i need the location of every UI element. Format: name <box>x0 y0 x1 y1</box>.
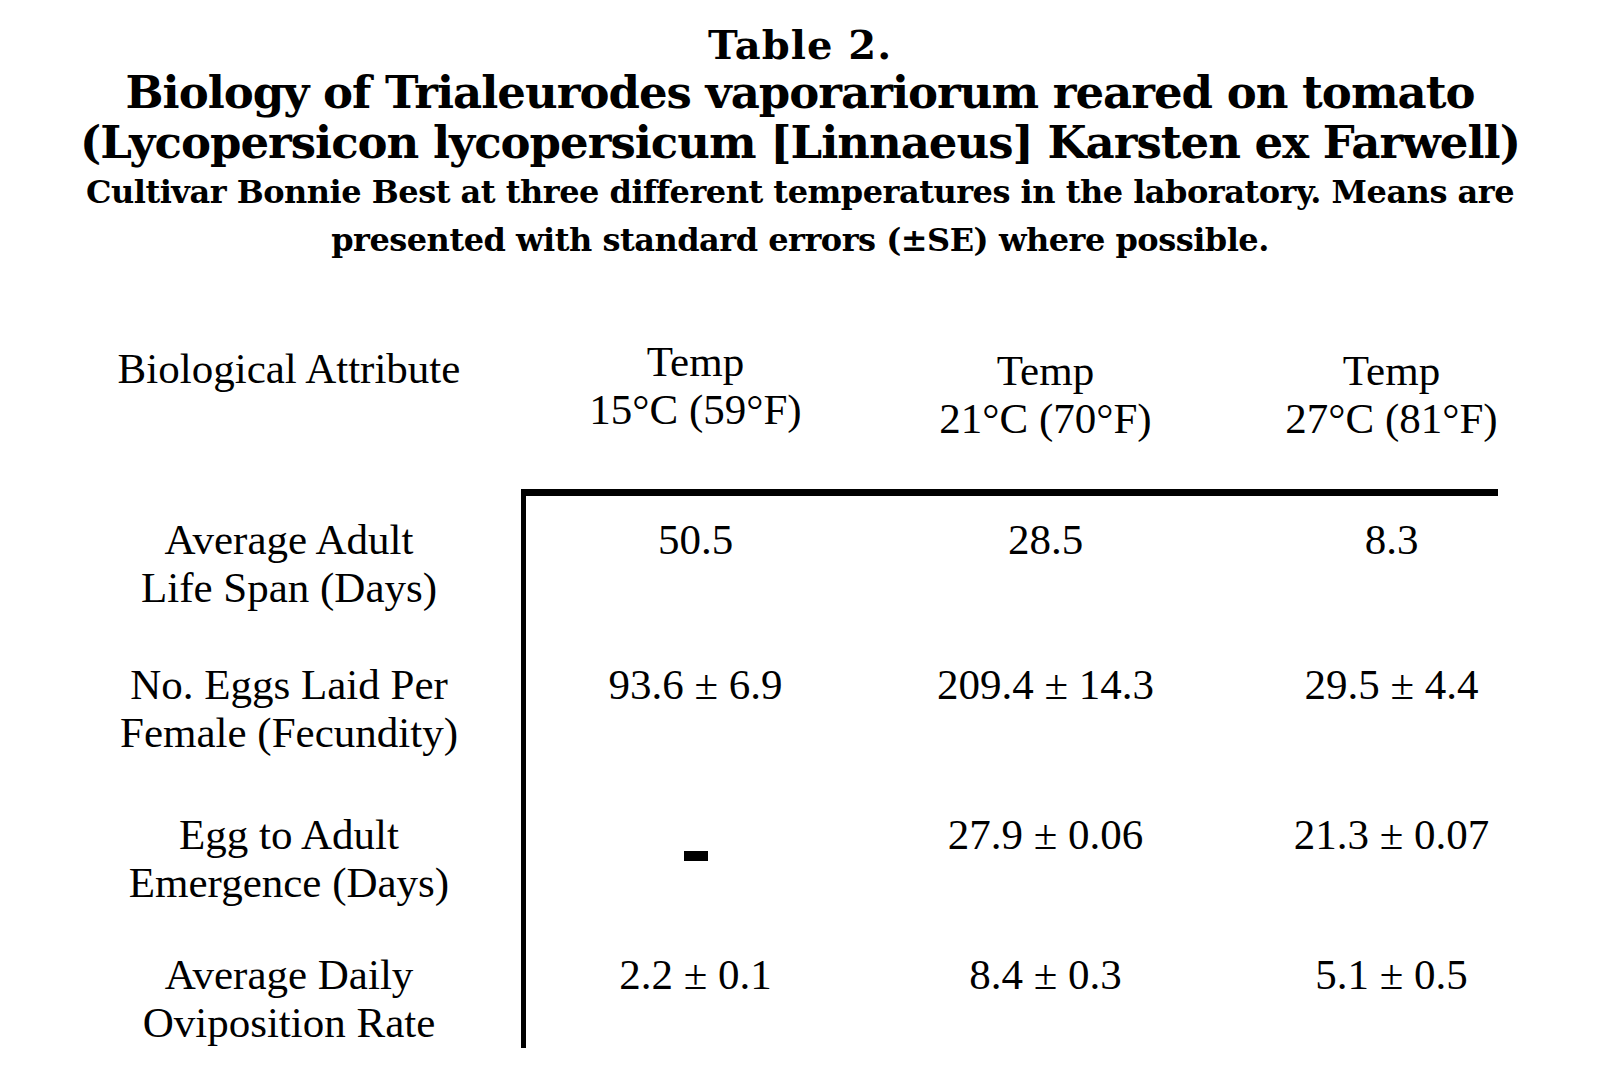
header-temp-27c: Temp 27°C (81°F) <box>1223 335 1560 490</box>
cell-fecundity-27c: 29.5 ± 4.4 <box>1223 635 1560 785</box>
cell-life-span-27c: 8.3 <box>1223 490 1560 635</box>
table-subtitle-line-2: presented with standard errors (±SE) whe… <box>0 216 1600 264</box>
temp-header-degrees: 27°C (81°F) <box>1223 395 1560 443</box>
document-page: Table 2. Biology of Trialeurodes vaporar… <box>0 0 1600 1088</box>
table-top-rule <box>523 489 1498 496</box>
cell-fecundity-15c: 93.6 ± 6.9 <box>523 635 868 785</box>
temp-header-degrees: 21°C (70°F) <box>868 395 1223 443</box>
row-label-line: Oviposition Rate <box>55 999 523 1047</box>
table-vertical-rule <box>521 489 526 1048</box>
table-subtitle-line-1: Cultivar Bonnie Best at three different … <box>0 168 1600 216</box>
temp-header-label: Temp <box>868 347 1223 395</box>
cell-emergence-21c: 27.9 ± 0.06 <box>868 785 1223 925</box>
no-data-dash: - <box>684 811 708 859</box>
cell-oviposition-27c: 5.1 ± 0.5 <box>1223 925 1560 1065</box>
cell-life-span-21c: 28.5 <box>868 490 1223 635</box>
temp-header-label: Temp <box>523 338 868 386</box>
row-label-line: Egg to Adult <box>55 811 523 859</box>
cell-fecundity-21c: 209.4 ± 14.3 <box>868 635 1223 785</box>
row-label-line: Life Span (Days) <box>55 564 523 612</box>
header-temp-15c: Temp 15°C (59°F) <box>523 335 868 490</box>
row-label-emergence: Egg to Adult Emergence (Days) <box>55 785 523 925</box>
cell-oviposition-21c: 8.4 ± 0.3 <box>868 925 1223 1065</box>
table-title-line-1: Biology of Trialeurodes vaporariorum rea… <box>0 68 1600 118</box>
row-label-line: No. Eggs Laid Per <box>55 661 523 709</box>
temp-header-label: Temp <box>1223 347 1560 395</box>
header-temp-21c: Temp 21°C (70°F) <box>868 335 1223 490</box>
row-label-fecundity: No. Eggs Laid Per Female (Fecundity) <box>55 635 523 785</box>
temp-header-degrees: 15°C (59°F) <box>523 386 868 434</box>
table-title-line-2: (Lycopersicon lycopersicum [Linnaeus] Ka… <box>0 118 1600 168</box>
cell-life-span-15c: 50.5 <box>523 490 868 635</box>
row-label-line: Average Daily <box>55 951 523 999</box>
row-label-line: Emergence (Days) <box>55 859 523 907</box>
row-label-oviposition: Average Daily Oviposition Rate <box>55 925 523 1065</box>
cell-emergence-27c: 21.3 ± 0.07 <box>1223 785 1560 925</box>
row-label-line: Average Adult <box>55 516 523 564</box>
table-title-block: Table 2. Biology of Trialeurodes vaporar… <box>0 22 1600 264</box>
row-label-line: Female (Fecundity) <box>55 709 523 757</box>
row-label-adult-life-span: Average Adult Life Span (Days) <box>55 490 523 635</box>
cell-oviposition-15c: 2.2 ± 0.1 <box>523 925 868 1065</box>
table-number: Table 2. <box>0 22 1600 68</box>
biology-table: Biological Attribute Temp 15°C (59°F) Te… <box>55 335 1560 1065</box>
header-biological-attribute: Biological Attribute <box>55 335 523 490</box>
cell-emergence-15c: - <box>523 785 868 925</box>
